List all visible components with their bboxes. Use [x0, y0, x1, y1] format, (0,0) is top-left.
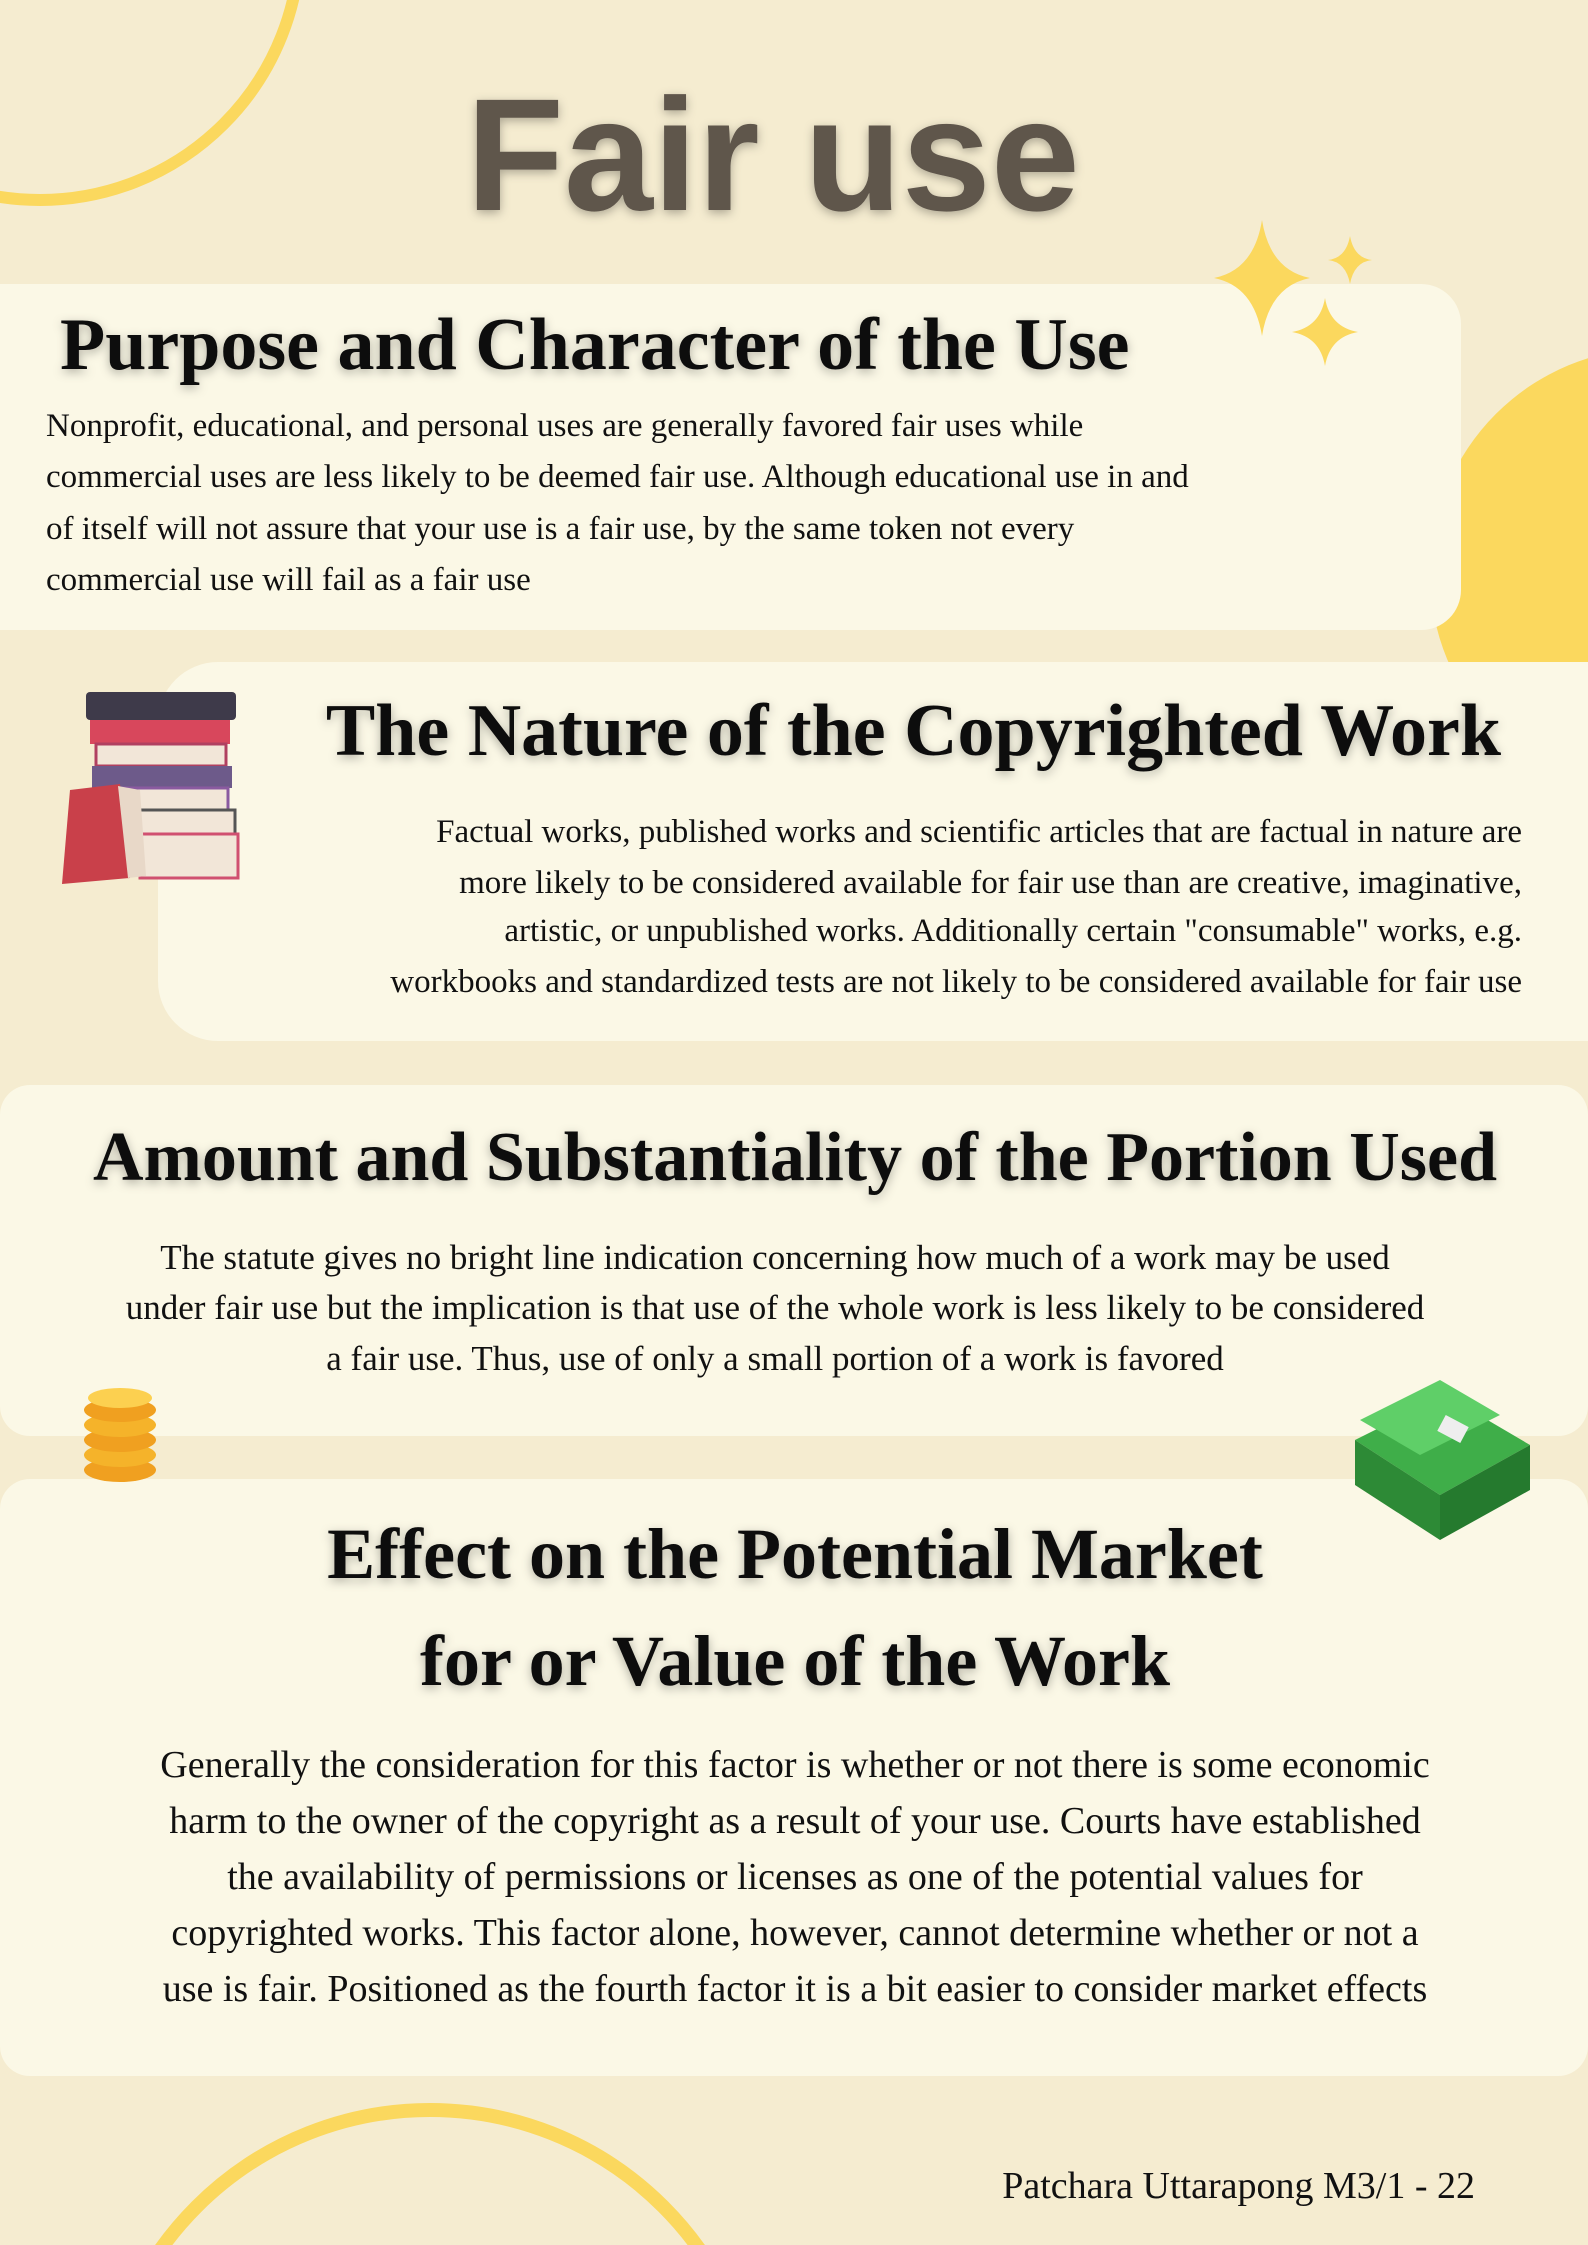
- section-body: commercial use will fail as a fair use: [46, 562, 531, 598]
- deco-arc: [0, 0, 300, 206]
- section-body: workbooks and standardized tests are not…: [390, 964, 1522, 1000]
- section-heading: Effect on the Potential Market: [327, 1514, 1263, 1594]
- section-body: use is fair. Positioned as the fourth fa…: [163, 1968, 1428, 2010]
- section-body: the availability of permissions or licen…: [227, 1856, 1363, 1898]
- section-body: under fair use but the implication is th…: [126, 1288, 1425, 1327]
- coins-icon: [84, 1388, 156, 1482]
- card: [0, 1479, 1588, 2076]
- card: [158, 662, 1588, 1041]
- section-heading: Amount and Substantiality of the Portion…: [93, 1119, 1497, 1196]
- section-body: Generally the consideration for this fac…: [160, 1744, 1429, 1786]
- deco-arc: [155, 2103, 705, 2245]
- card: [0, 284, 1461, 630]
- section-body: The statute gives no bright line indicat…: [160, 1238, 1390, 1277]
- section-body: Nonprofit, educational, and personal use…: [46, 408, 1083, 444]
- section-body: copyrighted works. This factor alone, ho…: [171, 1912, 1418, 1954]
- money-icon: [1355, 1380, 1530, 1540]
- section-body: of itself will not assure that your use …: [46, 511, 1075, 547]
- sparkles: [1214, 220, 1372, 366]
- section-heading: for or Value of the Work: [420, 1621, 1170, 1701]
- page-title: Fair use: [466, 65, 1080, 244]
- author: Patchara Uttarapong M3/1 - 22: [1002, 2165, 1475, 2207]
- section-body: more likely to be considered available f…: [459, 865, 1522, 901]
- section-body: harm to the owner of the copyright as a …: [169, 1800, 1421, 1842]
- section-heading: The Nature of the Copyrighted Work: [326, 690, 1502, 772]
- books-icon: [62, 692, 240, 884]
- section-body: commercial uses are less likely to be de…: [46, 459, 1189, 495]
- section-body: a fair use. Thus, use of only a small po…: [326, 1339, 1224, 1378]
- section-body: Factual works, published works and scien…: [436, 814, 1522, 850]
- section-body: artistic, or unpublished works. Addition…: [504, 913, 1522, 949]
- card: [0, 1085, 1588, 1436]
- section-heading: Purpose and Character of the Use: [60, 304, 1129, 386]
